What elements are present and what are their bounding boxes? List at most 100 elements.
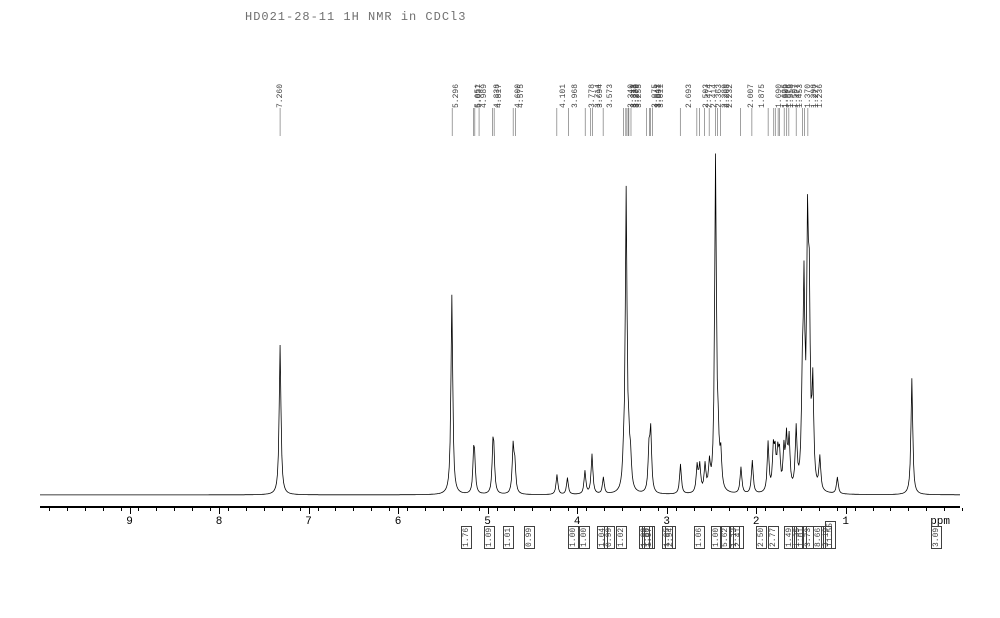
axis-minor-tick bbox=[479, 508, 480, 511]
peak-value-label: 3.968 bbox=[571, 84, 580, 108]
peak-value-label: 4.575 bbox=[517, 84, 526, 108]
axis-minor-tick bbox=[586, 508, 587, 511]
peak-value-label: 3.011 bbox=[657, 84, 666, 108]
axis-tick bbox=[130, 508, 131, 514]
axis-minor-tick bbox=[568, 508, 569, 511]
axis-minor-tick bbox=[532, 508, 533, 511]
axis-minor-tick bbox=[461, 508, 462, 511]
axis-tick-label: 8 bbox=[216, 516, 223, 528]
axis-minor-tick bbox=[246, 508, 247, 511]
axis-minor-tick bbox=[694, 508, 695, 511]
peak-value-label: 1.277 bbox=[812, 84, 821, 108]
peak-value-label: 2.693 bbox=[685, 84, 694, 108]
axis-tick-label: 6 bbox=[395, 516, 402, 528]
axis-minor-tick bbox=[873, 508, 874, 511]
peak-value-label: 2.007 bbox=[747, 84, 756, 108]
axis-minor-tick bbox=[676, 508, 677, 511]
axis-minor-tick bbox=[801, 508, 802, 511]
axis-tick bbox=[398, 508, 399, 514]
integral-label: 1.00 bbox=[579, 526, 590, 549]
axis-minor-tick bbox=[944, 508, 945, 511]
axis-tick bbox=[219, 508, 220, 514]
axis-tick bbox=[667, 508, 668, 514]
axis-minor-tick bbox=[819, 508, 820, 511]
axis-minor-tick bbox=[443, 508, 444, 511]
axis-minor-tick bbox=[318, 508, 319, 511]
axis-minor-tick bbox=[658, 508, 659, 511]
integral-label: 1.02 bbox=[616, 526, 627, 549]
integral-label: 11.55 bbox=[825, 521, 836, 549]
spectrum-title: HD021-28-11 1H NMR in CDCl3 bbox=[245, 10, 990, 24]
axis-minor-tick bbox=[174, 508, 175, 511]
axis-minor-tick bbox=[282, 508, 283, 511]
integral-label: 2.94 bbox=[665, 526, 676, 549]
axis-tick bbox=[846, 508, 847, 514]
axis-minor-tick bbox=[49, 508, 50, 511]
axis-tick-label: 1 bbox=[842, 516, 849, 528]
peak-value-label: 3.573 bbox=[606, 84, 615, 108]
axis-minor-tick bbox=[729, 508, 730, 511]
axis-minor-tick bbox=[908, 508, 909, 511]
axis-minor-tick bbox=[121, 508, 122, 511]
axis-minor-tick bbox=[926, 508, 927, 511]
axis-minor-tick bbox=[962, 508, 963, 511]
integral-label: 1.06 bbox=[694, 526, 705, 549]
axis-tick bbox=[309, 508, 310, 514]
peak-value-label: 7.260 bbox=[276, 84, 285, 108]
integral-label: 2.77 bbox=[768, 526, 779, 549]
axis-minor-tick bbox=[497, 508, 498, 511]
integral-label: 1.00 bbox=[568, 526, 579, 549]
integral-label: 1.09 bbox=[484, 526, 495, 549]
axis-minor-tick bbox=[765, 508, 766, 511]
peak-value-label: 3.694 bbox=[596, 84, 605, 108]
axis-tick-label: 7 bbox=[305, 516, 312, 528]
integral-label: 3.09 bbox=[931, 526, 942, 549]
spectrum-trace bbox=[40, 154, 960, 495]
axis-minor-tick bbox=[622, 508, 623, 511]
integral-label: 0.99 bbox=[524, 526, 535, 549]
axis-minor-tick bbox=[407, 508, 408, 511]
axis-minor-tick bbox=[353, 508, 354, 511]
integral-region: 1.761.091.010.991.001.001.040.991.021.09… bbox=[40, 534, 960, 599]
axis-minor-tick bbox=[550, 508, 551, 511]
integral-label: 2.41 bbox=[733, 526, 744, 549]
integral-label: 1.76 bbox=[461, 526, 472, 549]
axis-minor-tick bbox=[156, 508, 157, 511]
axis-minor-tick bbox=[514, 508, 515, 511]
axis-minor-tick bbox=[264, 508, 265, 511]
axis-minor-tick bbox=[425, 508, 426, 511]
axis-minor-tick bbox=[604, 508, 605, 511]
peak-leader-lines bbox=[40, 108, 960, 136]
peak-label-region: 7.2605.2965.0515.0374.8384.8174.6004.575… bbox=[40, 28, 960, 108]
axis-minor-tick bbox=[138, 508, 139, 511]
axis-minor-tick bbox=[855, 508, 856, 511]
peak-value-label: 4.817 bbox=[495, 84, 504, 108]
axis-minor-tick bbox=[711, 508, 712, 511]
axis-tick bbox=[577, 508, 578, 514]
peak-value-label: 5.296 bbox=[452, 84, 461, 108]
integral-label: 1.07 bbox=[644, 526, 655, 549]
axis-minor-tick bbox=[228, 508, 229, 511]
integral-label: 2.50 bbox=[756, 526, 767, 549]
peak-value-label: 4.989 bbox=[480, 84, 489, 108]
axis-tick bbox=[756, 508, 757, 514]
axis-minor-tick bbox=[85, 508, 86, 511]
peak-value-label: 1.875 bbox=[758, 84, 767, 108]
axis-tick-label: 9 bbox=[126, 516, 133, 528]
axis-minor-tick bbox=[389, 508, 390, 511]
axis-minor-tick bbox=[640, 508, 641, 511]
peak-value-label: 2.232 bbox=[726, 84, 735, 108]
peak-value-label: 3.255 bbox=[635, 84, 644, 108]
axis-tick bbox=[488, 508, 489, 514]
axis-minor-tick bbox=[300, 508, 301, 511]
nmr-plot bbox=[40, 136, 960, 507]
integral-label: 1.01 bbox=[503, 526, 514, 549]
axis-minor-tick bbox=[335, 508, 336, 511]
axis-minor-tick bbox=[747, 508, 748, 511]
axis-minor-tick bbox=[837, 508, 838, 511]
peak-value-label: 4.101 bbox=[559, 84, 568, 108]
axis-minor-tick bbox=[371, 508, 372, 511]
axis-minor-tick bbox=[890, 508, 891, 511]
axis-minor-tick bbox=[210, 508, 211, 511]
axis-minor-tick bbox=[103, 508, 104, 511]
